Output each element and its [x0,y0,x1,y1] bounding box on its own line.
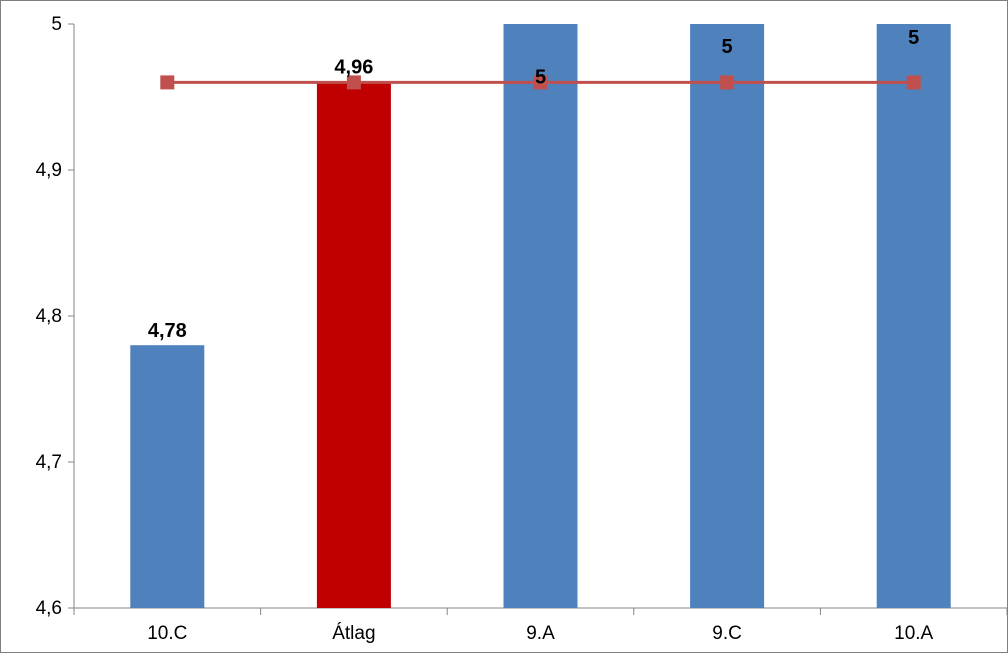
axes: 4,6 4,7 4,8 4,9 5 10.C Átlag 9.A 9.C 10.A [36,14,1008,644]
x-tick-label: 9.C [712,623,742,644]
data-label: 4,78 [148,320,187,342]
average-line [160,75,921,90]
x-tick-label: Átlag [332,623,375,644]
bar [690,24,765,608]
y-tick-label: 4,6 [36,598,62,619]
x-tick-label: 9.A [526,623,555,644]
x-tick-label: 10.C [147,623,187,644]
average-line-marker [720,75,735,90]
average-line-marker [346,75,361,90]
data-labels: 4,78 4,96 5 5 5 [148,27,919,342]
y-tick-label: 5 [51,14,62,35]
bar [876,24,951,608]
bar [316,82,391,608]
bar [130,345,205,608]
y-tick-label: 4,7 [36,452,62,473]
data-label: 5 [908,27,919,49]
average-line-marker [533,75,548,90]
average-line-marker [906,75,921,90]
data-label: 4,96 [334,56,373,78]
bar [503,24,578,608]
data-label: 5 [535,66,546,88]
data-label: 5 [722,36,733,58]
bars [130,24,951,608]
x-tick-label: 10.A [894,623,933,644]
average-line-marker [160,75,175,90]
y-tick-label: 4,8 [36,306,62,327]
y-tick-label: 4,9 [36,160,62,181]
